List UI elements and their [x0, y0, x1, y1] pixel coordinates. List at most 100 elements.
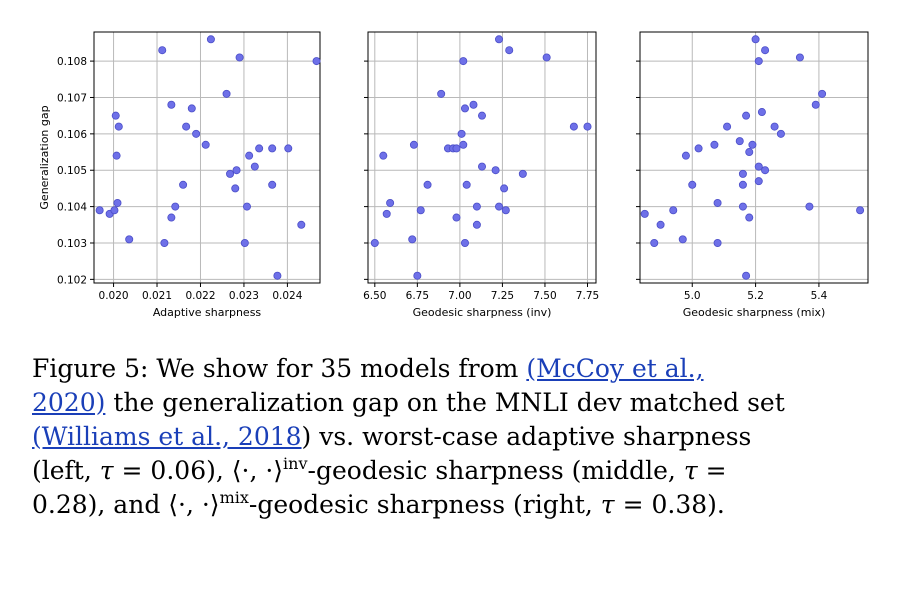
- data-point: [776, 129, 785, 138]
- data-point: [681, 151, 690, 160]
- x-tick-label: 0.020: [99, 290, 129, 302]
- data-point: [113, 198, 122, 207]
- data-point: [413, 271, 422, 280]
- data-point: [297, 220, 306, 229]
- data-point: [748, 140, 757, 149]
- data-point: [459, 140, 468, 149]
- data-point: [459, 57, 468, 66]
- data-point: [491, 166, 500, 175]
- data-point: [242, 202, 251, 211]
- data-point: [114, 122, 123, 131]
- data-point: [240, 238, 249, 247]
- data-point: [469, 100, 478, 109]
- data-point: [818, 89, 827, 98]
- data-point: [751, 35, 760, 44]
- data-point: [110, 206, 119, 215]
- y-tick-label: 0.103: [57, 238, 87, 250]
- data-point: [713, 238, 722, 247]
- caption-text: -geodesic sharpness (middle,: [307, 456, 684, 485]
- data-point: [171, 202, 180, 211]
- data-point: [811, 100, 820, 109]
- data-point: [370, 238, 379, 247]
- data-point: [95, 206, 104, 215]
- data-point: [158, 46, 167, 55]
- data-point: [542, 53, 551, 62]
- caption-text: = 0.38).: [614, 490, 725, 519]
- data-point: [477, 162, 486, 171]
- data-point: [723, 122, 732, 131]
- citation-link-williams[interactable]: (Williams et al., 2018: [32, 422, 302, 451]
- data-point: [754, 57, 763, 66]
- x-tick-label: 0.024: [272, 290, 302, 302]
- data-point: [669, 206, 678, 215]
- data-point: [495, 202, 504, 211]
- data-point: [500, 184, 509, 193]
- data-point: [111, 111, 120, 120]
- data-point: [255, 144, 264, 153]
- data-point: [192, 129, 201, 138]
- y-axis-label: Generalization gap: [38, 105, 51, 209]
- data-point: [167, 100, 176, 109]
- plot-frame: [639, 31, 869, 284]
- plot-frame: [367, 31, 597, 284]
- caption-line-4: (left, τ = 0.06), ⟨·, ·⟩inv-geodesic sha…: [32, 454, 882, 488]
- data-point: [416, 206, 425, 215]
- data-point: [710, 140, 719, 149]
- data-point: [379, 151, 388, 160]
- scatter-panel-3: 5.0 5.2 5.4 Geodesic sharpness (mix): [636, 31, 869, 319]
- x-tick-label: 7.25: [491, 290, 514, 302]
- y-tick-label: 0.105: [57, 165, 87, 177]
- data-point: [179, 180, 188, 189]
- scatter-panel-1: 0.020 0.021 0.022 0.023 0.024 0.102 0.103 0.104…: [38, 31, 321, 319]
- data-point: [231, 184, 240, 193]
- x-tick-label: 7.50: [533, 290, 556, 302]
- data-point: [160, 238, 169, 247]
- superscript-inv: inv: [283, 454, 308, 473]
- data-point: [656, 220, 665, 229]
- data-point: [745, 148, 754, 157]
- y-tick-label: 0.108: [57, 56, 87, 68]
- scatter-panel-2: 6.50 6.75 7.00 7.25 7.50 7.75 Geodesic sharpne…: [363, 31, 599, 319]
- data-point: [518, 169, 527, 178]
- data-point: [182, 122, 191, 131]
- y-tick-label: 0.106: [57, 129, 87, 141]
- x-tick-label: 5.0: [684, 290, 701, 302]
- figure-caption: Figure 5: We show for 35 models from (Mc…: [32, 352, 882, 522]
- data-point: [757, 108, 766, 117]
- data-point: [713, 198, 722, 207]
- data-point: [245, 151, 254, 160]
- data-point: [232, 166, 241, 175]
- citation-link-mccoy[interactable]: (McCoy et al.,: [526, 354, 704, 383]
- x-axis-label: Geodesic sharpness (inv): [413, 306, 552, 319]
- data-point: [167, 213, 176, 222]
- x-tick-label: 0.023: [229, 290, 259, 302]
- data-point: [235, 53, 244, 62]
- data-point: [856, 206, 865, 215]
- x-tick-label: 7.00: [448, 290, 471, 302]
- caption-line-5: 0.28), and ⟨·, ·⟩mix-geodesic sharpness …: [32, 488, 882, 522]
- data-point: [754, 177, 763, 186]
- y-tick-label: 0.107: [57, 92, 87, 104]
- citation-link-mccoy-year[interactable]: 2020): [32, 388, 106, 417]
- data-point: [452, 144, 461, 153]
- data-point: [268, 144, 277, 153]
- data-point: [408, 235, 417, 244]
- data-point: [423, 180, 432, 189]
- figure-panels: 0.020 0.021 0.022 0.023 0.024 0.102 0.103 0.104…: [38, 31, 869, 319]
- data-point: [761, 46, 770, 55]
- tau-symbol: τ: [99, 456, 114, 485]
- data-point: [125, 235, 134, 244]
- data-point: [201, 140, 210, 149]
- data-point: [437, 89, 446, 98]
- data-point: [569, 122, 578, 131]
- data-point: [742, 271, 751, 280]
- data-point: [382, 209, 391, 218]
- data-point: [312, 57, 321, 66]
- data-point: [505, 46, 514, 55]
- data-point: [738, 169, 747, 178]
- superscript-mix: mix: [219, 488, 249, 507]
- data-point: [187, 104, 196, 113]
- data-point: [457, 129, 466, 138]
- data-point: [795, 53, 804, 62]
- data-point: [694, 144, 703, 153]
